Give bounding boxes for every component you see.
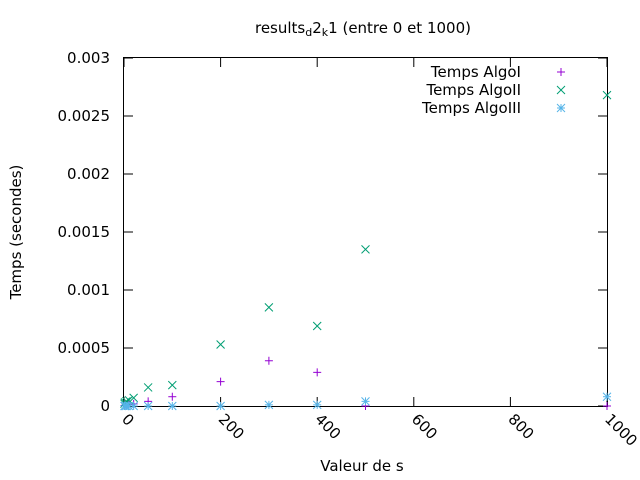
y-tick-label: 0 <box>100 397 110 415</box>
y-axis-title: Temps (secondes) <box>7 165 25 301</box>
data-point-star <box>167 401 177 411</box>
data-point-cross <box>143 383 153 392</box>
legend-label: Temps AlgoIII <box>421 99 521 117</box>
plot-frame <box>123 57 608 407</box>
legend-marker-cross <box>556 85 566 95</box>
data-point-cross <box>602 90 612 100</box>
data-point-cross <box>167 380 177 390</box>
y-tick-label: 0.002 <box>67 165 110 183</box>
x-tick-label: 600 <box>408 410 441 443</box>
data-points <box>120 90 612 411</box>
data-point-cross <box>216 340 225 349</box>
data-point-star <box>216 401 225 411</box>
data-point-plus <box>313 368 322 377</box>
data-point-star <box>312 400 322 410</box>
x-tick-label: 1000 <box>601 410 640 450</box>
y-tick-label: 0.003 <box>67 49 110 67</box>
data-point-star <box>129 401 139 411</box>
x-tick-label: 400 <box>311 410 344 443</box>
data-point-plus <box>264 356 273 365</box>
x-tick-label: 200 <box>215 410 248 443</box>
data-point-plus <box>216 377 225 386</box>
x-tick-label: 0 <box>118 410 137 429</box>
data-point-star <box>143 401 153 411</box>
legend-label: Temps AlgoII <box>425 81 521 99</box>
legend-label: Temps AlgoI <box>430 63 521 81</box>
y-axis: 0 0.0005 0.001 0.0015 0.002 0.0025 0.003 <box>58 49 607 415</box>
data-point-star <box>361 397 370 406</box>
y-tick-label: 0.0025 <box>58 107 111 125</box>
data-point-cross <box>361 245 370 254</box>
data-point-star <box>602 392 612 402</box>
x-axis: 0 200 400 600 800 1000 <box>118 58 640 450</box>
data-point-star <box>264 400 274 410</box>
legend-marker-plus <box>557 68 565 76</box>
legend-marker-star <box>556 103 566 113</box>
y-tick-label: 0.0015 <box>58 223 111 241</box>
data-point-cross <box>264 303 274 312</box>
data-point-cross <box>129 393 139 403</box>
chart-title: resultsd2k1 (entre 0 et 1000) <box>255 19 471 39</box>
y-tick-label: 0.0005 <box>58 339 111 357</box>
data-point-plus <box>603 402 611 410</box>
data-point-plus <box>168 392 177 401</box>
data-point-cross <box>312 321 322 331</box>
x-axis-title: Valeur de s <box>320 457 404 475</box>
x-tick-label: 800 <box>505 410 538 443</box>
y-tick-label: 0.001 <box>67 281 110 299</box>
